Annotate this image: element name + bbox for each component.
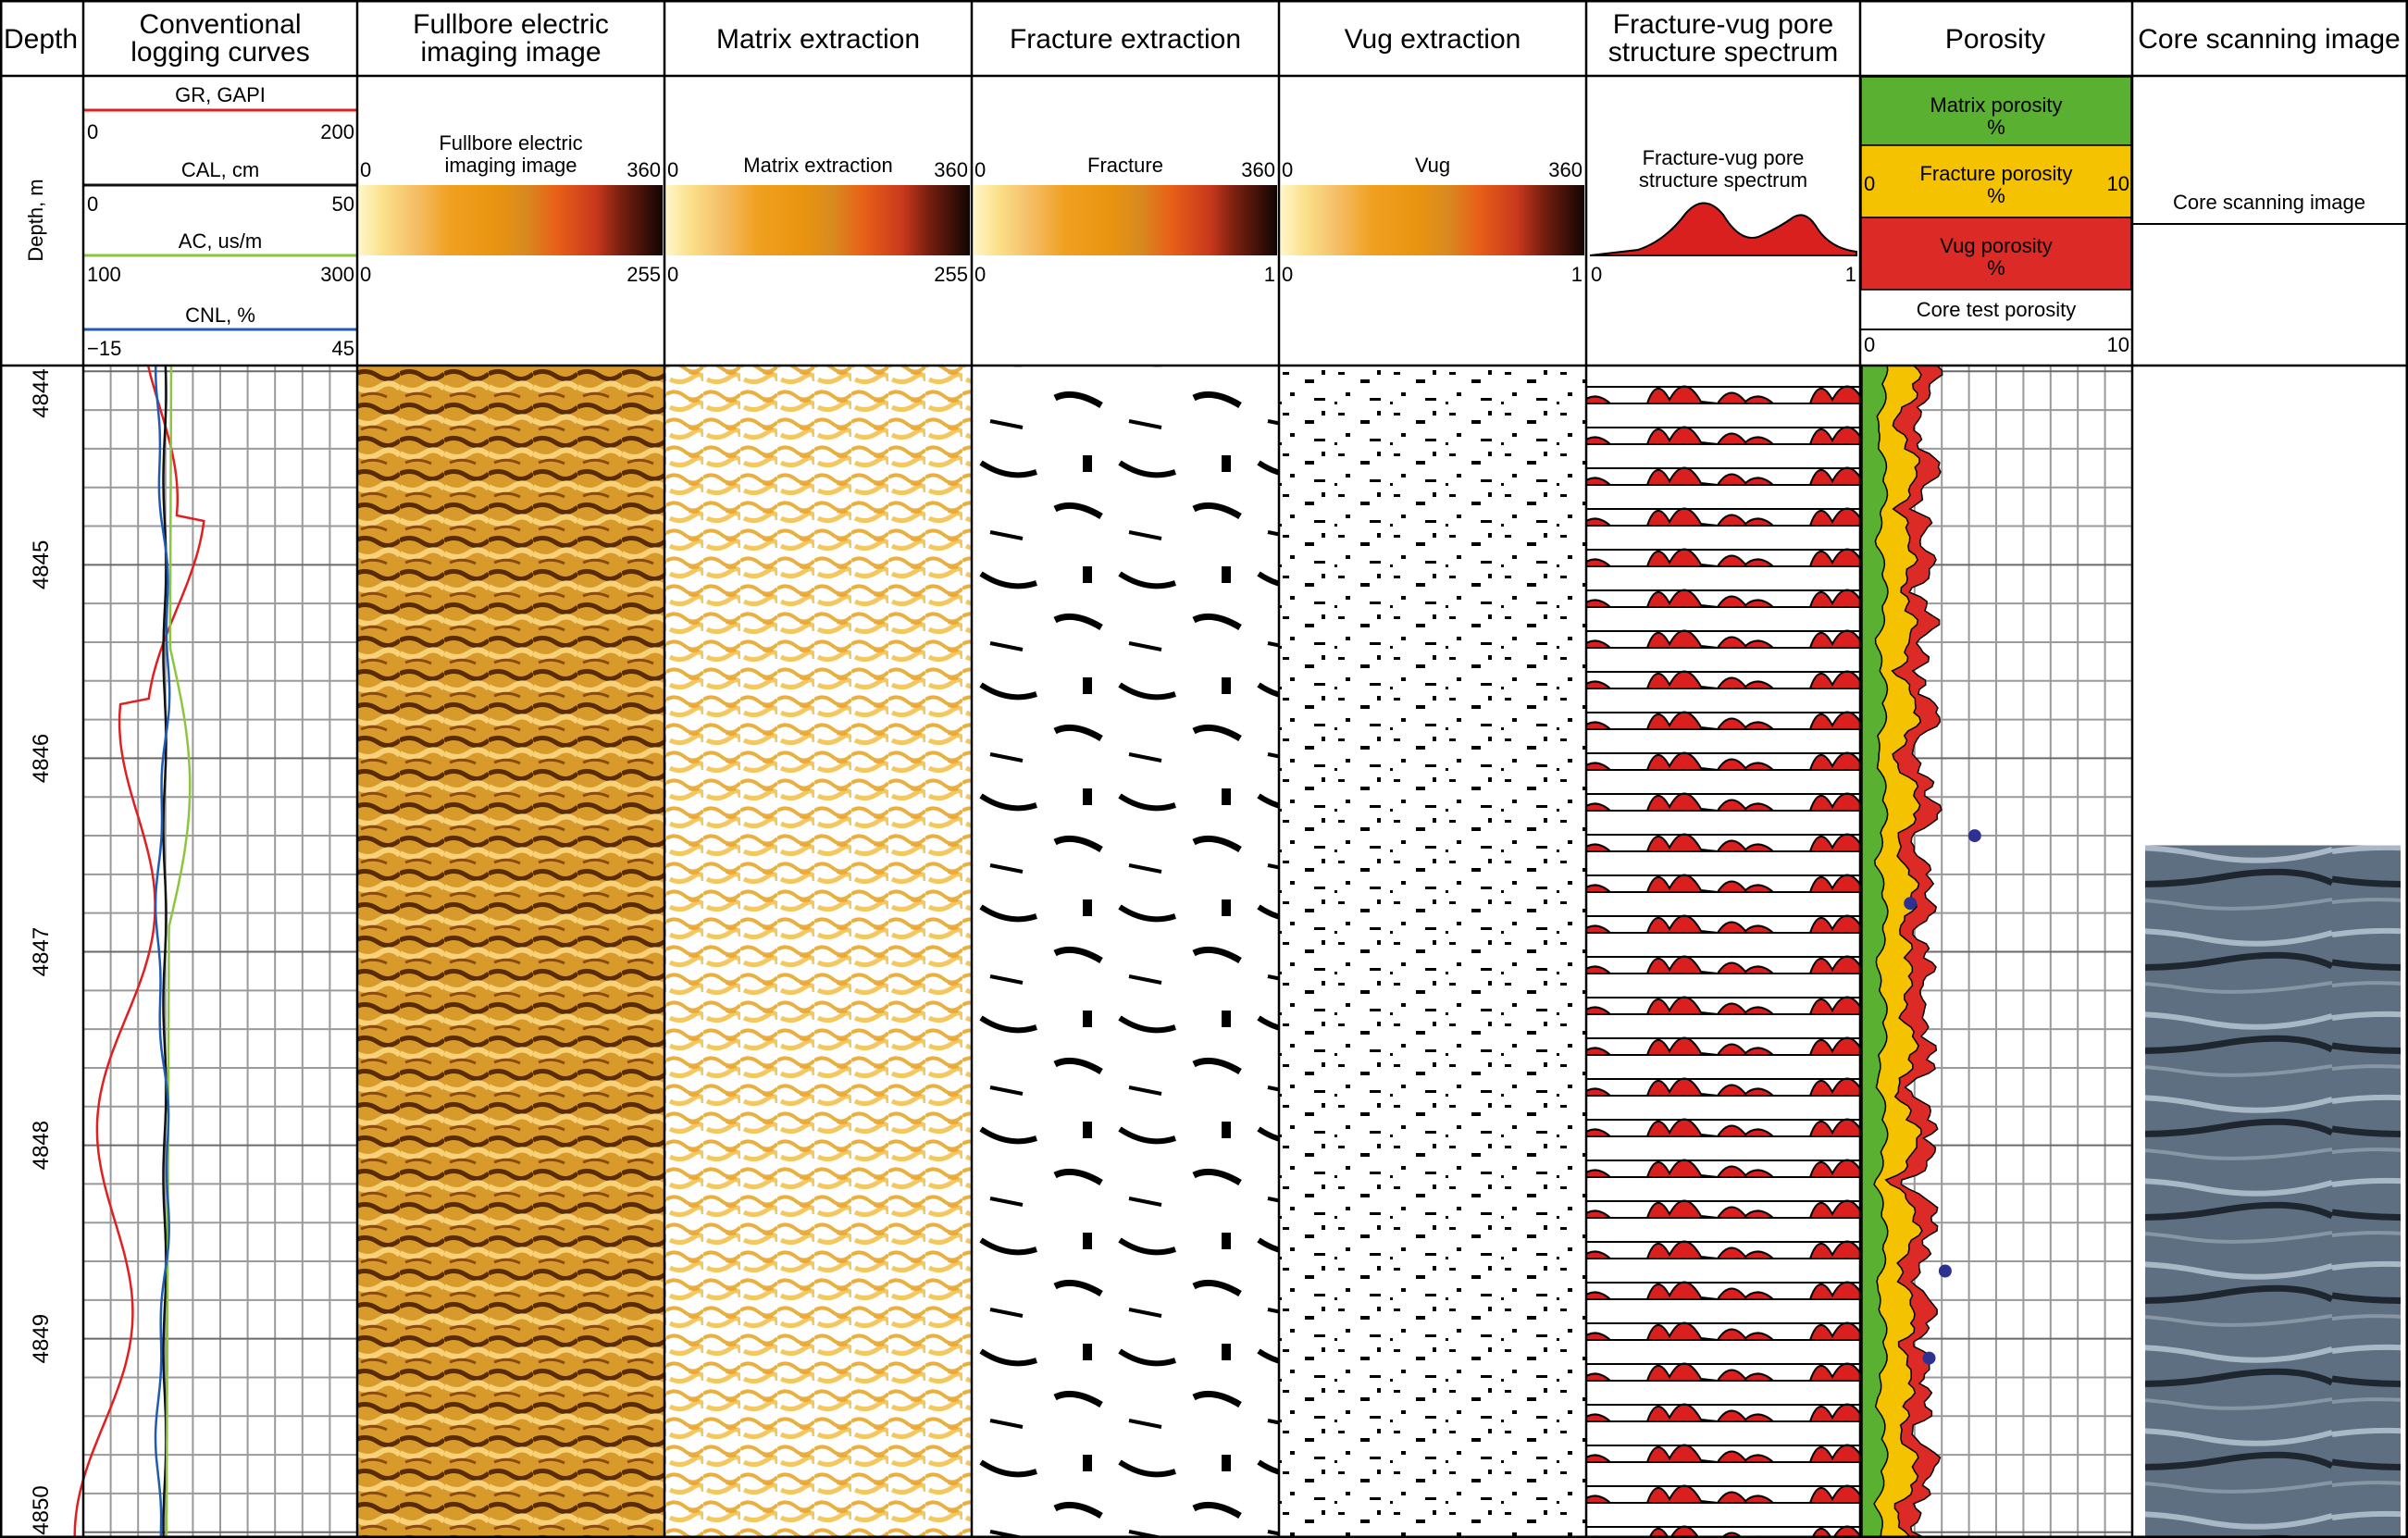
ac-min: 100 [87, 263, 121, 286]
matrix-scale-top-max: 360 [934, 158, 968, 181]
fracture-scale-top-max: 360 [1241, 158, 1275, 181]
fracture-porosity-label: Fracture porosity [1919, 162, 2072, 185]
spectrum-legend-shape [1589, 202, 1857, 256]
core-title: Core scanning image [2138, 24, 2401, 55]
depth-label: 4846 [29, 734, 54, 783]
fullbore-color-scale [359, 185, 663, 255]
fracture-porosity-min: 0 [1864, 172, 1875, 195]
fullbore-legend-1: Fullbore electric [439, 131, 582, 155]
core-test-point [1938, 1264, 1952, 1278]
vug-scale-bottom-max: 1 [1571, 263, 1583, 286]
depth-label: 4845 [29, 540, 54, 589]
matrix-legend: Matrix extraction [743, 154, 892, 177]
fracture-porosity-legend [1860, 144, 2132, 218]
vug-legend: Vug [1415, 154, 1450, 177]
spectrum-image [1586, 366, 1860, 1538]
gr-curve [73, 365, 205, 1538]
fullbore-title-1: Fullbore electric [413, 9, 609, 40]
core-test-point [1922, 1351, 1936, 1365]
vug-color-scale [1281, 185, 1584, 255]
matrix-image [664, 366, 972, 1538]
porosity-title: Porosity [1945, 24, 2045, 55]
conventional-title-2: logging curves [130, 37, 309, 68]
vug-scale-top-max: 360 [1548, 158, 1583, 181]
spectrum-scale-max: 1 [1845, 263, 1856, 286]
conventional-curves [73, 365, 205, 1538]
spectrum-title-1: Fracture-vug pore [1613, 9, 1833, 40]
spectrum-title-2: structure spectrum [1608, 37, 1838, 68]
fracture-image [972, 366, 1279, 1538]
vug-scale-top-min: 0 [1282, 158, 1293, 181]
matrix-porosity-area [1861, 365, 1889, 1538]
matrix-scale-bottom-max: 255 [934, 263, 968, 286]
matrix-title: Matrix extraction [716, 24, 920, 55]
fracture-title: Fracture extraction [1010, 24, 1241, 55]
fracture-scale-bottom-max: 1 [1264, 263, 1275, 286]
core-test-min: 0 [1864, 333, 1875, 356]
fullbore-scale-top-min: 0 [360, 158, 371, 181]
core-test-max: 10 [2107, 333, 2129, 356]
spectrum-legend-2: structure spectrum [1639, 168, 1807, 192]
depth-label: 4850 [29, 1485, 54, 1534]
cnl-max: 45 [332, 337, 354, 360]
vug-title: Vug extraction [1345, 24, 1521, 55]
vug-scale-bottom-min: 0 [1282, 263, 1293, 286]
conventional-title-1: Conventional [139, 9, 301, 40]
fracture-legend: Fracture [1087, 154, 1163, 177]
ac-label: AC, us/m [179, 229, 262, 253]
depth-label: 4849 [29, 1314, 54, 1363]
core-test-porosity-label: Core test porosity [1917, 298, 2076, 321]
matrix-porosity-label: Matrix porosity [1930, 93, 2062, 117]
vug-porosity-legend [1860, 217, 2132, 291]
fracture-color-scale [974, 185, 1277, 255]
gr-min: 0 [87, 120, 98, 143]
fracture-scale-bottom-min: 0 [974, 263, 986, 286]
ac-curve [165, 366, 192, 1538]
matrix-porosity-legend [1860, 76, 2132, 146]
vug-image [1279, 366, 1586, 1538]
track-headers: Depth Depth, m Conventional logging curv… [4, 9, 2408, 360]
core-test-point [1967, 829, 1981, 843]
conventional-grid [83, 366, 357, 1538]
fracture-scale-top-min: 0 [974, 158, 986, 181]
depth-labels: 4844 4845 4846 4847 4848 4849 4850 [29, 368, 54, 1534]
core-test-dots [1904, 829, 1981, 1365]
cnl-min: −15 [87, 337, 121, 360]
matrix-color-scale [666, 185, 970, 255]
fullbore-scale-top-max: 360 [627, 158, 661, 181]
cnl-label: CNL, % [185, 304, 255, 327]
depth-label: 4844 [29, 368, 54, 417]
porosity-fill [1861, 365, 1943, 1538]
fracture-porosity-unit: % [1987, 184, 2005, 207]
fullbore-image [357, 366, 664, 1538]
depth-label: 4848 [29, 1121, 54, 1170]
fullbore-scale-bottom-min: 0 [360, 263, 371, 286]
gr-max: 200 [320, 120, 354, 143]
core-test-point [1904, 897, 1918, 911]
matrix-scale-top-min: 0 [667, 158, 678, 181]
fullbore-title-2: imaging image [420, 37, 601, 68]
spectrum-scale-min: 0 [1591, 263, 1602, 286]
depth-label: 4847 [29, 927, 54, 976]
depth-track-title: Depth [4, 24, 78, 55]
cal-min: 0 [87, 192, 98, 216]
ac-max: 300 [320, 263, 354, 286]
cal-max: 50 [332, 192, 354, 216]
fullbore-scale-bottom-max: 255 [627, 263, 661, 286]
depth-axis-label: Depth, m [24, 179, 47, 261]
fracture-porosity-max: 10 [2107, 172, 2129, 195]
gr-label: GR, GAPI [175, 83, 266, 106]
vug-porosity-label: Vug porosity [1940, 234, 2052, 257]
matrix-scale-bottom-min: 0 [667, 263, 678, 286]
core-legend: Core scanning image [2173, 191, 2365, 214]
core-scan-image [2145, 845, 2401, 1538]
vug-porosity-unit: % [1987, 256, 2005, 279]
spectrum-legend-1: Fracture-vug pore [1643, 146, 1805, 169]
cnl-curve [154, 365, 171, 1538]
cal-label: CAL, cm [181, 158, 259, 181]
fullbore-legend-2: imaging image [444, 154, 577, 177]
matrix-porosity-unit: % [1987, 116, 2005, 139]
